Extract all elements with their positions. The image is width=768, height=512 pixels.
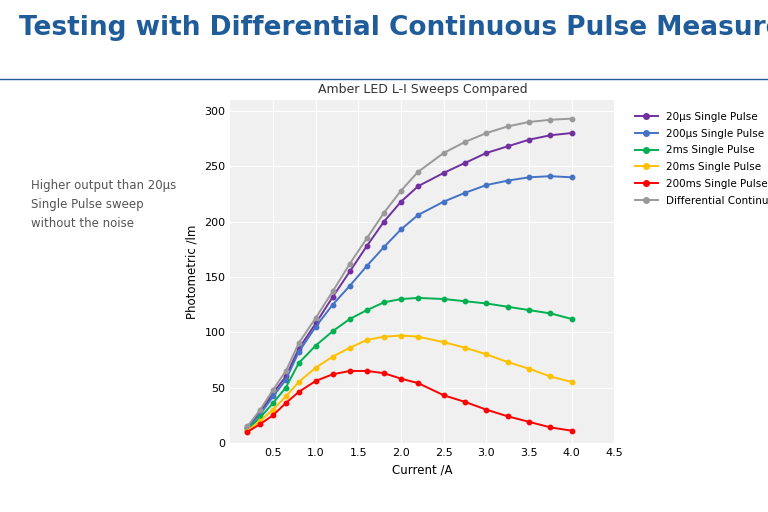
- Text: Higher output than 20μs
Single Pulse sweep
without the noise: Higher output than 20μs Single Pulse swe…: [31, 179, 176, 230]
- Text: TM: TM: [746, 477, 756, 482]
- Text: 5: 5: [14, 486, 21, 496]
- X-axis label: Current /A: Current /A: [392, 463, 452, 476]
- Text: ❖VEKTREX: ❖VEKTREX: [649, 482, 757, 500]
- Text: Testing with Differential Continuous Pulse Measurement: Testing with Differential Continuous Pul…: [19, 15, 768, 41]
- Text: © Vektrex | info@vektrex.com: © Vektrex | info@vektrex.com: [38, 486, 176, 496]
- Legend: 20μs Single Pulse, 200μs Single Pulse, 2ms Single Pulse, 20ms Single Pulse, 200m: 20μs Single Pulse, 200μs Single Pulse, 2…: [635, 112, 768, 206]
- Title: Amber LED L-I Sweeps Compared: Amber LED L-I Sweeps Compared: [318, 83, 527, 96]
- Y-axis label: Photometric /lm: Photometric /lm: [186, 224, 199, 318]
